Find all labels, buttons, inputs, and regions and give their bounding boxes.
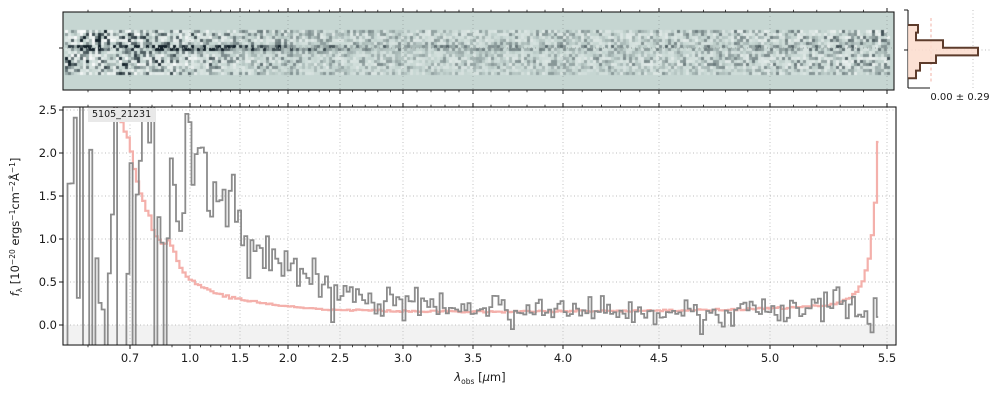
y-tick-label: 1.0 [38, 232, 57, 246]
histogram-stats: 0.00 ± 0.29 [930, 92, 990, 103]
spectrum-2d-image [63, 12, 894, 90]
main-plot-frame [62, 106, 897, 346]
y-axis-label: fλ [10−20 ergs−1cm−2Å−1] [8, 157, 24, 297]
x-tick-label: 3.5 [463, 351, 483, 365]
x-tick-label: 5.5 [877, 351, 897, 365]
y-tick-label: 0.5 [38, 275, 57, 289]
x-tick-label: 2.0 [278, 351, 298, 365]
y-tick-label: 1.5 [38, 189, 57, 203]
y-tick-label: 2.0 [38, 146, 57, 160]
below-zero-band [64, 325, 895, 344]
x-tick-label: 4.5 [649, 351, 669, 365]
x-axis-label: λobs [μm] [454, 370, 506, 386]
x-tick-label: 2.5 [330, 351, 350, 365]
x-tick-label: 5.0 [760, 351, 780, 365]
histogram-bars [908, 24, 979, 80]
x-tick-label: 1.0 [180, 351, 200, 365]
x-tick-label: 1.5 [230, 351, 250, 365]
error-curve-line [113, 107, 879, 314]
y-tick-label: 2.5 [38, 103, 57, 117]
y-tick-label: 0.0 [38, 318, 57, 332]
x-tick-label: 3.0 [393, 351, 413, 365]
x-tick-label: 0.7 [120, 351, 140, 365]
source-id-label: 5105_21231 [88, 108, 156, 122]
x-tick-label: 4.0 [553, 351, 573, 365]
